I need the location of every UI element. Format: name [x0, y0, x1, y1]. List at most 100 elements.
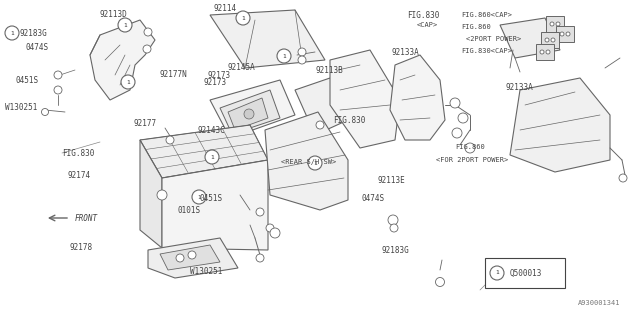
Circle shape	[545, 38, 549, 42]
Polygon shape	[295, 78, 348, 135]
Text: 1: 1	[126, 79, 130, 84]
Circle shape	[298, 56, 306, 64]
Text: <REAR S/H SW>: <REAR S/H SW>	[281, 159, 336, 165]
Circle shape	[143, 45, 151, 53]
Text: W130251: W130251	[5, 102, 37, 111]
Text: <2PORT POWER>: <2PORT POWER>	[466, 36, 521, 42]
Text: 1: 1	[282, 53, 286, 59]
Circle shape	[266, 224, 274, 232]
Polygon shape	[210, 80, 295, 138]
Polygon shape	[162, 160, 268, 250]
Circle shape	[157, 190, 167, 200]
Circle shape	[551, 38, 555, 42]
Text: FIG.860: FIG.860	[461, 24, 491, 30]
Text: 1: 1	[313, 161, 317, 165]
Circle shape	[388, 215, 398, 225]
Text: 92113B: 92113B	[315, 66, 343, 75]
Polygon shape	[390, 55, 445, 140]
Text: FIG.830: FIG.830	[407, 11, 440, 20]
Circle shape	[450, 98, 460, 108]
Polygon shape	[140, 125, 268, 178]
Circle shape	[546, 50, 550, 54]
Text: FIG.860: FIG.860	[455, 144, 484, 150]
Polygon shape	[330, 50, 400, 148]
Circle shape	[256, 254, 264, 262]
Polygon shape	[148, 238, 238, 278]
Text: FIG.830<CAP>: FIG.830<CAP>	[461, 48, 512, 54]
Text: 92183G: 92183G	[381, 245, 409, 254]
Circle shape	[566, 32, 570, 36]
Circle shape	[256, 208, 264, 216]
Circle shape	[54, 86, 62, 94]
FancyBboxPatch shape	[536, 44, 554, 60]
Text: FIG.860<CAP>: FIG.860<CAP>	[461, 12, 512, 18]
Text: 92173: 92173	[204, 77, 227, 86]
Circle shape	[5, 26, 19, 40]
Text: 92178: 92178	[69, 243, 92, 252]
Text: 92173: 92173	[207, 70, 230, 79]
Circle shape	[54, 71, 62, 79]
Circle shape	[490, 266, 504, 280]
Circle shape	[465, 143, 475, 153]
FancyBboxPatch shape	[546, 16, 564, 32]
Text: 0474S: 0474S	[25, 43, 48, 52]
Polygon shape	[160, 245, 220, 270]
Text: FIG.830: FIG.830	[333, 116, 365, 124]
Text: 92113E: 92113E	[378, 175, 406, 185]
Text: 92113D: 92113D	[100, 10, 128, 19]
Text: 0451S: 0451S	[15, 76, 38, 84]
Circle shape	[166, 136, 174, 144]
Circle shape	[205, 150, 219, 164]
Text: 0451S: 0451S	[199, 194, 222, 203]
Text: FRONT: FRONT	[75, 213, 98, 222]
Circle shape	[277, 49, 291, 63]
Text: 1: 1	[10, 30, 14, 36]
Text: 92145A: 92145A	[228, 62, 256, 71]
Text: 92133A: 92133A	[392, 47, 420, 57]
Polygon shape	[228, 98, 268, 130]
Text: 1: 1	[123, 22, 127, 28]
Circle shape	[192, 190, 206, 204]
Circle shape	[236, 11, 250, 25]
Circle shape	[144, 28, 152, 36]
Text: 0474S: 0474S	[362, 194, 385, 203]
Circle shape	[42, 108, 49, 116]
Text: 92133A: 92133A	[506, 83, 534, 92]
Text: 0101S: 0101S	[177, 205, 200, 214]
Circle shape	[188, 251, 196, 259]
Circle shape	[176, 254, 184, 262]
Polygon shape	[90, 20, 155, 100]
Text: 1: 1	[241, 15, 245, 20]
Circle shape	[452, 128, 462, 138]
FancyBboxPatch shape	[541, 32, 559, 48]
Circle shape	[118, 18, 132, 32]
Text: 92183G: 92183G	[20, 28, 48, 37]
Text: <CAP>: <CAP>	[417, 22, 438, 28]
Circle shape	[244, 109, 254, 119]
Text: 1: 1	[210, 155, 214, 159]
Circle shape	[270, 228, 280, 238]
Polygon shape	[220, 90, 280, 134]
Polygon shape	[500, 18, 560, 58]
FancyBboxPatch shape	[556, 26, 574, 42]
Text: 92177N: 92177N	[160, 69, 188, 78]
Text: 92114: 92114	[213, 4, 236, 12]
Text: W130251: W130251	[190, 268, 222, 276]
Text: 92143C: 92143C	[198, 125, 226, 134]
Text: <FOR 2PORT POWER>: <FOR 2PORT POWER>	[436, 157, 508, 163]
Text: A930001341: A930001341	[577, 300, 620, 306]
Circle shape	[550, 22, 554, 26]
Circle shape	[540, 50, 544, 54]
Polygon shape	[210, 10, 325, 68]
Text: Q500013: Q500013	[510, 268, 542, 277]
Circle shape	[390, 224, 398, 232]
FancyBboxPatch shape	[485, 258, 565, 288]
Circle shape	[619, 174, 627, 182]
Polygon shape	[140, 140, 162, 248]
Circle shape	[435, 277, 445, 286]
Polygon shape	[265, 112, 348, 210]
Text: FIG.830: FIG.830	[62, 148, 94, 157]
Circle shape	[560, 32, 564, 36]
Circle shape	[458, 113, 468, 123]
Circle shape	[121, 75, 135, 89]
